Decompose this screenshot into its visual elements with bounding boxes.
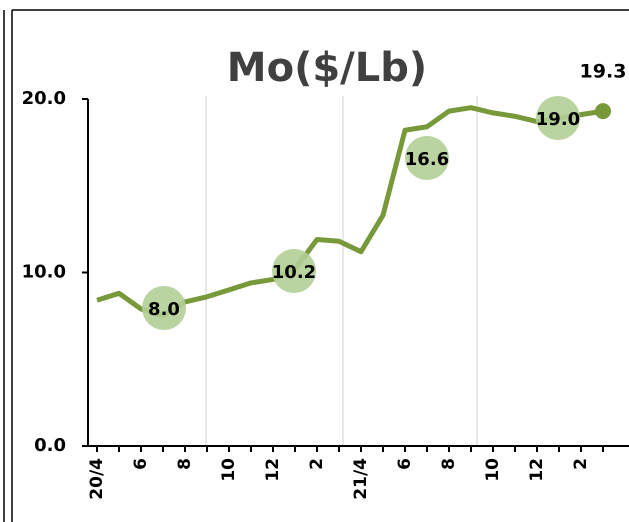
annotation-label: 16.6 <box>405 149 449 170</box>
data-line <box>96 105 604 319</box>
y-tick-label: 20.0 <box>22 88 66 109</box>
x-tick-label: 6 <box>395 458 415 470</box>
x-tick-label: 10 <box>483 458 503 482</box>
x-tick-label: 8 <box>175 458 195 470</box>
annotation-label: 19.0 <box>536 109 580 130</box>
annotation-bubble <box>536 96 580 140</box>
x-tick-label: 6 <box>131 458 151 470</box>
x-tick-label: 2 <box>307 458 327 470</box>
data-label: 19.3 <box>580 61 627 83</box>
y-tick-label: 10.0 <box>22 262 66 283</box>
y-tick-label: 0.0 <box>34 435 66 456</box>
x-tick-label: 2 <box>571 458 591 470</box>
annotation-bubble <box>405 136 449 180</box>
x-tick-label: 12 <box>263 458 283 482</box>
x-tick-label: 20/4 <box>87 458 107 500</box>
annotation-label: 8.0 <box>148 299 180 320</box>
x-tick-label: 8 <box>439 458 459 470</box>
x-tick-label: 10 <box>219 458 239 482</box>
x-tick-label: 21/4 <box>351 458 371 500</box>
annotation-bubble <box>272 249 316 293</box>
annotation-bubble <box>142 286 186 330</box>
chart-title: Mo($/Lb) <box>227 45 427 91</box>
x-tick-label: 12 <box>527 458 547 482</box>
annotation-label: 10.2 <box>272 262 316 283</box>
end-marker <box>595 103 611 120</box>
